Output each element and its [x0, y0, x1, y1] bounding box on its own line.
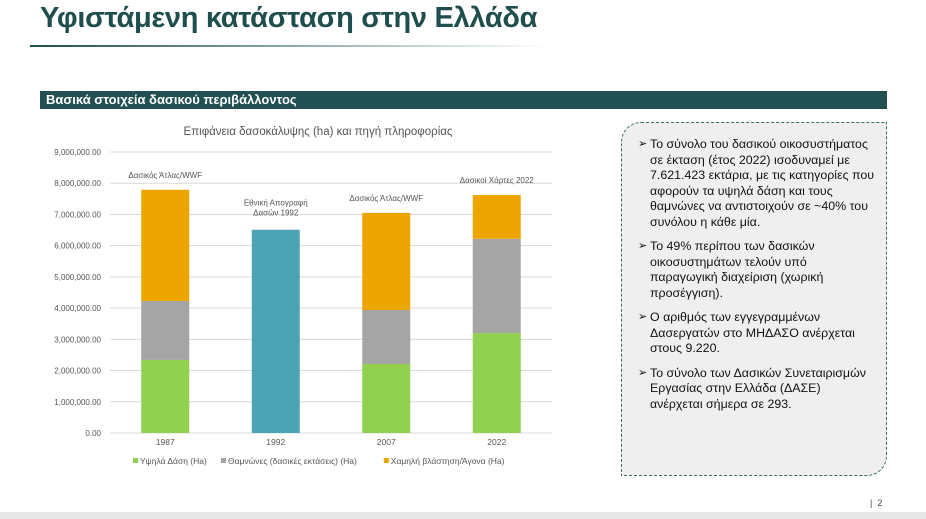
- y-tick-label: 6,000,000.00: [54, 242, 101, 251]
- chart-title: Επιφάνεια δασοκάλυψης (ha) και πηγή πληρ…: [184, 126, 453, 138]
- bottom-bar: [0, 512, 926, 519]
- x-tick-label: 2007: [377, 437, 396, 447]
- bar-segment: [141, 189, 190, 301]
- page-title: Υφιστάμενη κατάσταση στην Ελλάδα: [40, 2, 538, 34]
- legend-swatch: [133, 458, 138, 463]
- y-tick-label: 2,000,000.00: [54, 367, 101, 376]
- bar-segment: [472, 195, 521, 239]
- bar-annotation: Δασικός Άτλας/WWF: [128, 171, 202, 180]
- arrow-right-icon: ➢: [638, 366, 648, 379]
- y-tick-label: 9,000,000.00: [54, 148, 101, 157]
- bar-segment: [472, 238, 521, 334]
- legend-swatch: [221, 458, 226, 463]
- bullet-item: ➢ Το σύνολο του δασικού οικοσυστήματος σε…: [638, 137, 875, 229]
- bullet-item: ➢ Ο αριθμός των εγγεγραμμένων Δασεργατών …: [638, 310, 855, 355]
- arrow-right-icon: ➢: [638, 240, 648, 252]
- y-tick-label: 0.00: [85, 429, 101, 438]
- y-tick-label: 4,000,000.00: [54, 304, 101, 313]
- arrow-right-icon: ➢: [638, 138, 648, 150]
- bar-annotation: Δασικός Άτλας/WWF: [349, 194, 423, 203]
- bar-annotation: Δασών 1992: [253, 209, 299, 218]
- bar-segment: [362, 363, 411, 433]
- page-number: | 2: [870, 498, 883, 508]
- legend-label: Υψηλά Δάση (Ha): [140, 456, 207, 466]
- y-tick-label: 8,000,000.00: [54, 179, 101, 188]
- y-tick-label: 5,000,000.00: [54, 273, 101, 282]
- forest-cover-chart: Επιφάνεια δασοκάλυψης (ha) και πηγή πληρ…: [54, 126, 552, 466]
- y-tick-label: 3,000,000.00: [54, 335, 101, 344]
- bullet-item: ➢ Το 49% περίπου των δασικών οικοσυστημάτ…: [638, 239, 824, 300]
- arrow-right-icon: ➢: [638, 311, 648, 323]
- y-tick-label: 7,000,000.00: [54, 210, 101, 219]
- bar-segment: [141, 359, 190, 433]
- title-underline: [30, 45, 550, 47]
- section-header: Βασικά στοιχεία δασικού περιβάλλοντος: [40, 91, 887, 109]
- bar-annotation: Εθνική Απογραφή: [244, 199, 308, 208]
- legend-label: Θαμνώνες (δασικές εκτάσεις) (Ha): [228, 456, 357, 466]
- bar-segment: [251, 229, 300, 433]
- bar-segment: [362, 309, 411, 364]
- legend-label: Χαμηλή βλάστηση/Άγονα (Ha): [391, 456, 505, 466]
- bar-annotation: Δασικοί Χάρτες 2022: [460, 176, 535, 185]
- bar-segment: [362, 212, 411, 310]
- legend-swatch: [383, 458, 389, 463]
- bar-segment: [472, 333, 521, 433]
- bar-segment: [141, 300, 190, 360]
- x-tick-label: 1992: [266, 437, 285, 447]
- bullet-item: ➢ Το σύνολο των Δασικών Συνεταιρισμών Εργ…: [638, 365, 866, 411]
- x-tick-label: 1987: [156, 437, 175, 447]
- info-textbox: ➢ Το σύνολο του δασικού οικοσυστήματος σε…: [621, 122, 887, 476]
- x-tick-label: 2022: [487, 437, 506, 447]
- y-tick-label: 1,000,000.00: [54, 398, 101, 407]
